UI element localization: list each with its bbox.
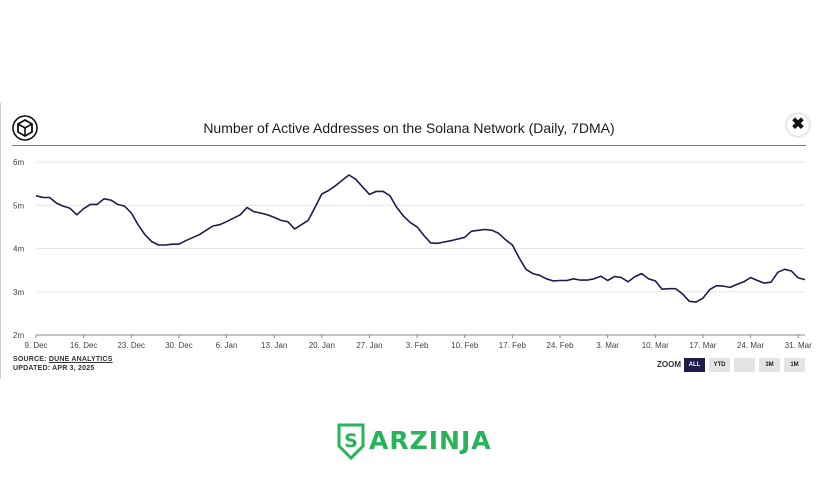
svg-text:S: S xyxy=(344,430,358,452)
source-link[interactable]: DUNE ANALYTICS xyxy=(48,356,113,363)
x-tick-label: 20. Jan xyxy=(309,341,335,350)
block-cube-icon xyxy=(12,115,38,141)
x-tick-label: 27. Jan xyxy=(356,341,382,350)
x-tick-label: 3. Feb xyxy=(406,341,429,350)
zoom-label: ZOOM xyxy=(657,360,681,369)
zoom-blank-button[interactable] xyxy=(734,358,755,372)
x-tick-label: 10. Mar xyxy=(642,341,669,350)
x-tick-label: 17. Feb xyxy=(499,341,527,350)
title-divider xyxy=(12,145,806,146)
brand-name: ARZINJA xyxy=(369,426,492,455)
x-tick-label: 31. Mar xyxy=(785,341,812,350)
line-chart: 2m 3m 4m 5m 6m 9. Dec 16. Dec 23. Dec 30. Dec 6. … xyxy=(13,158,812,350)
x-tick-label: 23. Dec xyxy=(117,341,145,350)
x-tick-label: 10. Feb xyxy=(451,341,479,350)
x-tick-label: 3. Mar xyxy=(596,341,619,350)
x-tick-label: 9. Dec xyxy=(24,341,47,350)
y-tick-label: 6m xyxy=(13,158,24,167)
zoom-all-button[interactable]: ALL xyxy=(684,358,705,372)
zoom-ytd-button[interactable]: YTD xyxy=(709,358,730,372)
y-tick-label: 4m xyxy=(13,245,24,254)
zoom-3m-button[interactable]: 3M xyxy=(759,358,780,372)
x-tick-label: 6. Jan xyxy=(216,341,238,350)
y-tick-label: 5m xyxy=(13,201,24,210)
shield-s-icon: S xyxy=(337,423,365,461)
chart-title: Number of Active Addresses on the Solana… xyxy=(203,120,615,136)
brand-logo: S ARZINJA xyxy=(337,422,491,462)
y-tick-label: 2m xyxy=(13,331,24,340)
source-prefix: SOURCE: xyxy=(13,356,49,363)
zoom-1m-button[interactable]: 1M xyxy=(784,358,805,372)
series-line xyxy=(35,174,806,303)
updated-date: UPDATED: APR 3, 2025 xyxy=(13,365,95,372)
x-tick-label: 24. Mar xyxy=(737,341,764,350)
close-icon[interactable]: ✖ xyxy=(787,114,809,136)
x-tick-label: 24. Feb xyxy=(546,341,574,350)
x-tick-label: 30. Dec xyxy=(165,341,193,350)
x-tick-label: 17. Mar xyxy=(689,341,716,350)
source-info: SOURCE: DUNE ANALYTICS UPDATED: APR 3, 2… xyxy=(13,355,113,373)
x-tick-label: 13. Jan xyxy=(261,341,287,350)
chart-card: Number of Active Addresses on the Solana… xyxy=(0,103,816,379)
x-tick-label: 16. Dec xyxy=(70,341,98,350)
y-tick-label: 3m xyxy=(13,288,24,297)
